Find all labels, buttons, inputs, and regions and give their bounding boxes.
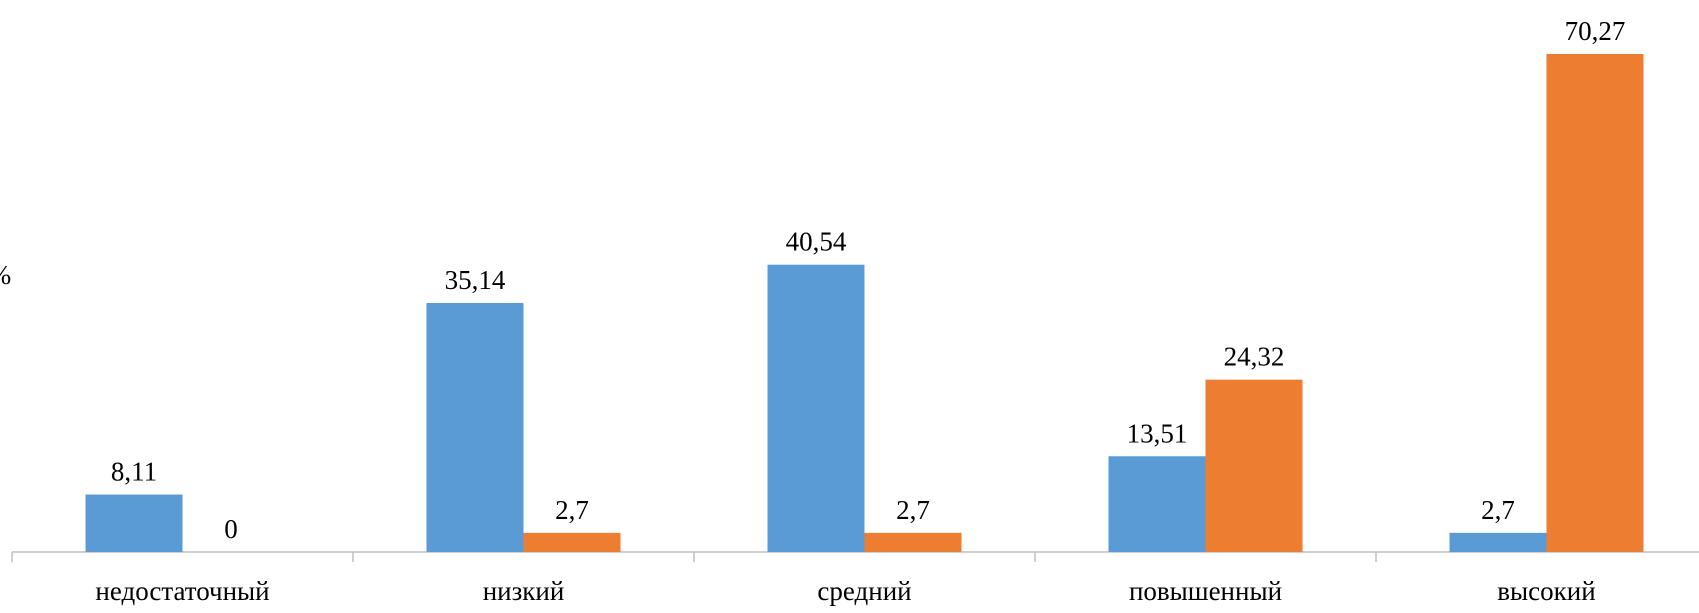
data-label-series-2-3: 2,7 (896, 495, 930, 525)
y-axis-edge-glyph: % (0, 260, 11, 290)
bar-series-1-2 (426, 302, 524, 552)
bar-series-1-4 (1108, 456, 1206, 552)
bar-series-2-2 (523, 532, 621, 552)
x-axis-ticks (11, 552, 1377, 562)
data-label-series-1-2: 35,14 (445, 265, 506, 295)
x-tick-label: высокий (1497, 576, 1595, 606)
bar-series-1-3 (767, 264, 865, 552)
x-tick-label: повышенный (1129, 576, 1282, 606)
data-label-series-1-3: 40,54 (786, 227, 847, 257)
bar-series-2-3 (864, 532, 962, 552)
bar-series-2-4 (1205, 379, 1303, 552)
x-tick-label: низкий (483, 576, 565, 606)
data-label-series-2-4: 24,32 (1224, 342, 1285, 372)
data-label-series-2-1: 0 (224, 514, 238, 544)
data-label-series-2-5: 70,27 (1565, 16, 1626, 46)
bars (85, 54, 1644, 552)
bar-series-1-5 (1449, 532, 1547, 552)
bar-series-1-1 (85, 494, 183, 552)
x-axis-tick-labels: недостаточный низкий средний повышенный высо… (95, 576, 1595, 606)
data-labels: 8,11 0 35,14 2,7 40,54 2,7 13,51 24,32 2,7 70,27 (111, 16, 1626, 544)
x-tick-label: недостаточный (95, 576, 269, 606)
x-tick-label: средний (817, 576, 911, 606)
data-label-series-2-2: 2,7 (555, 495, 589, 525)
data-label-series-1-1: 8,11 (111, 457, 157, 487)
data-label-series-1-4: 13,51 (1127, 418, 1188, 448)
bar-series-2-5 (1546, 54, 1644, 552)
data-label-series-1-5: 2,7 (1481, 495, 1515, 525)
